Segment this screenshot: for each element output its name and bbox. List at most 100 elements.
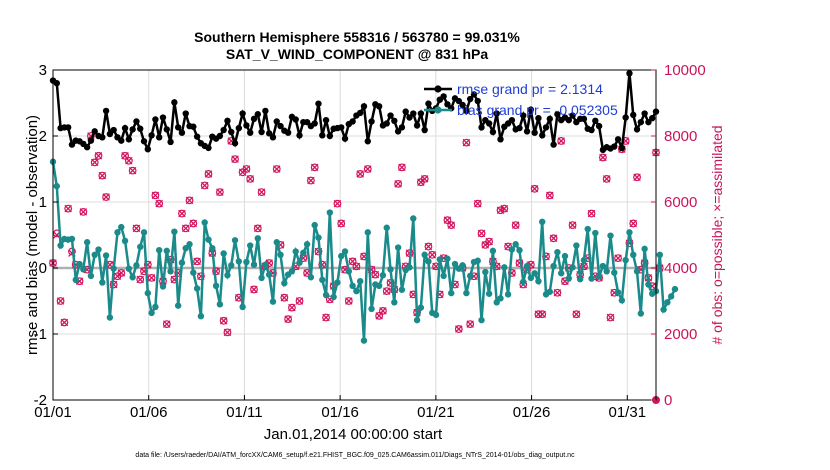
obs-assimilated-marker [257, 188, 266, 196]
bias-point [466, 272, 474, 280]
rmse-point [474, 97, 481, 105]
obs-assimilated-marker [136, 275, 144, 284]
obs-possible-marker [197, 272, 205, 281]
obs-assimilated-marker [90, 158, 99, 167]
bias-point [247, 242, 254, 249]
obs-assimilated-stroke [223, 328, 232, 337]
bias-point [417, 304, 425, 311]
obs-assimilated-marker [428, 251, 437, 259]
obs-assimilated-marker [204, 170, 213, 178]
rmse-point [535, 114, 542, 122]
bias-point [155, 246, 163, 254]
rmse-point [455, 97, 462, 105]
legend: rmse grand pr = 2.1314 bias grand pr = -… [424, 81, 618, 118]
bias-point [425, 258, 432, 265]
rmse-point [133, 118, 140, 125]
rmse-point [595, 122, 603, 130]
legend-rmse-marker [434, 85, 442, 93]
obs-assimilated-stroke [288, 303, 296, 312]
bias-point [239, 303, 246, 311]
bias-point [622, 256, 629, 264]
rmse-point [171, 99, 178, 106]
obs-possible-marker [454, 325, 463, 333]
bias-point [258, 274, 265, 282]
bias-point [667, 293, 675, 300]
rmse-point [87, 137, 95, 144]
obs-assimilated-marker [178, 209, 186, 218]
bias-point [618, 297, 626, 304]
bias-point [364, 229, 371, 236]
obs-possible-marker [98, 171, 107, 180]
obs-possible-marker [477, 229, 486, 238]
rmse-point [368, 118, 375, 125]
obs-possible-marker [306, 176, 315, 185]
rmse-point [144, 146, 152, 153]
obs-possible-marker [379, 307, 387, 315]
obs-possible-marker [507, 269, 516, 277]
obs-possible-marker [633, 173, 641, 182]
bias-point [334, 279, 341, 286]
bias-point [645, 281, 652, 288]
obs-assimilated-marker [602, 175, 611, 183]
obs-assimilated-marker [117, 269, 126, 277]
rmse-point [375, 103, 383, 110]
obs-assimilated-marker [128, 166, 137, 175]
obs-assimilated-stroke [557, 137, 565, 145]
obs-assimilated-marker [398, 163, 406, 172]
obs-assimilated-marker [568, 221, 577, 229]
obs-possible-marker [356, 170, 365, 178]
bias-point [140, 229, 148, 236]
bias-point [224, 272, 231, 279]
obs-assimilated-marker [382, 287, 391, 295]
obs-possible-marker [147, 274, 156, 282]
rmse-point [637, 118, 645, 126]
rmse-point [224, 117, 231, 125]
rmse-point [398, 124, 406, 131]
rmse-point [292, 116, 299, 123]
obs-assimilated-marker [151, 191, 160, 200]
obs-possible-marker [511, 221, 520, 230]
obs-possible-marker [337, 219, 346, 228]
bias-point [102, 252, 110, 259]
rmse-point [303, 118, 311, 126]
rmse-point [220, 126, 227, 134]
obs-possible-marker [310, 163, 319, 172]
obs-assimilated-stroke [181, 224, 190, 233]
rmse-point [478, 124, 485, 131]
rmse-point [190, 123, 197, 130]
bias-point [565, 275, 572, 282]
obs-assimilated-stroke [485, 237, 493, 246]
rmse-point [341, 135, 349, 142]
obs-possible-marker [231, 155, 239, 164]
obs-possible-marker [151, 191, 160, 200]
obs-assimilated-marker [246, 175, 254, 183]
bias-point [485, 290, 493, 297]
y-left-tick-label: -2 [34, 392, 47, 409]
rmse-point [645, 118, 652, 126]
obs-assimilated-stroke [553, 288, 562, 297]
obs-possible-marker [549, 234, 558, 243]
obs-possible-marker [250, 285, 258, 294]
rmse-point [508, 116, 516, 124]
bias-point [231, 237, 239, 244]
rmse-point [152, 116, 159, 123]
obs-possible-marker [348, 257, 357, 266]
obs-assimilated-stroke [56, 297, 65, 305]
rmse-point [485, 120, 493, 127]
bias-point [573, 242, 580, 249]
obs-assimilated-stroke [496, 206, 505, 215]
rmse-point [459, 101, 466, 109]
bias-point [375, 282, 383, 290]
y-right-tick-label: 4000 [664, 260, 697, 277]
obs-assimilated-stroke [375, 312, 383, 320]
obs-possible-marker [215, 188, 224, 197]
obs-possible-marker [280, 293, 289, 302]
x-tick-label: 01/21 [417, 404, 455, 421]
rmse-point [64, 124, 72, 131]
obs-assimilated-marker [485, 237, 493, 246]
y-left-tick-label: 1 [39, 194, 47, 211]
obs-possible-marker [545, 191, 554, 200]
bias-point [436, 256, 444, 263]
bias-point [406, 264, 413, 271]
obs-assimilated-stroke [500, 204, 509, 213]
